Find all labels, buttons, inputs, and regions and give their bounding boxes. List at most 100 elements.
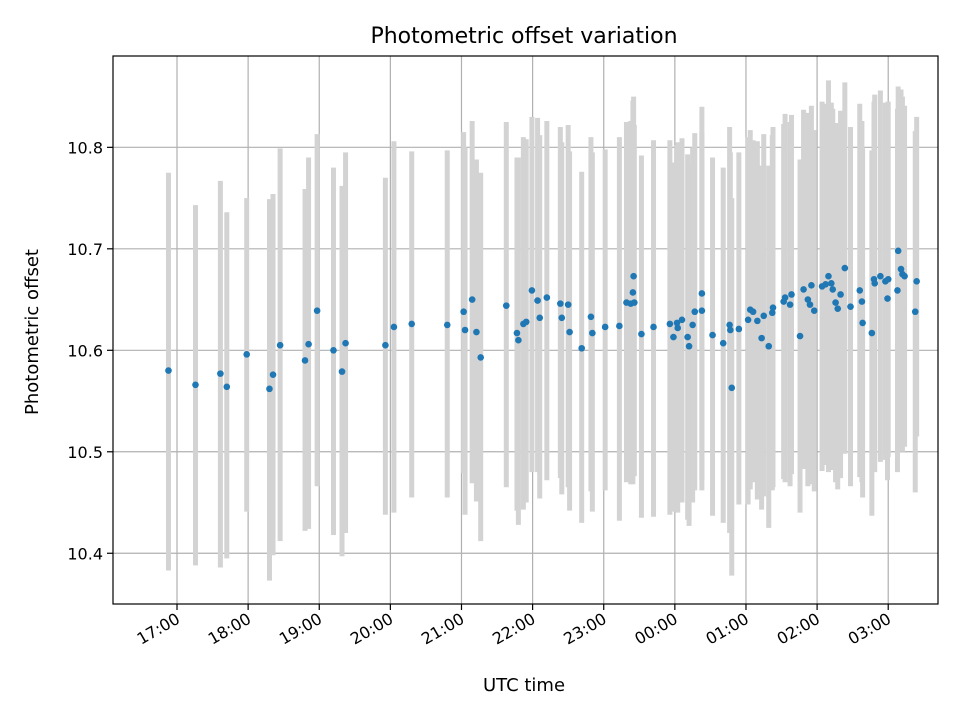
data-point [578,344,585,352]
data-point [829,286,837,293]
data-point [897,265,905,273]
data-point [858,298,866,305]
data-point [786,301,794,308]
data-point [670,333,677,341]
data-point [243,351,251,358]
data-point [678,316,686,324]
data-point [754,317,761,325]
data-point [868,329,876,337]
data-point [638,330,645,338]
data-point [630,272,637,280]
data-point [808,282,815,289]
y-tick-label: 10.7 [67,240,103,259]
data-point [338,368,346,375]
data-point [502,302,510,309]
data-point [735,325,743,333]
data-point [673,319,681,327]
plot-area: 17:00 18:00 19:00 20:00 21:00 22:00 23:00 00:00… [67,55,939,649]
y-tick-label: 10.6 [67,341,103,360]
data-point [877,272,884,280]
data-point [901,272,908,280]
data-point [461,326,469,334]
y-axis-label: Photometric offset [22,249,43,415]
data-point [698,307,706,315]
data-point [758,334,765,342]
data-point [800,286,807,293]
data-point [691,308,699,316]
data-point [631,299,638,306]
data-point [223,383,231,391]
data-point [305,340,312,348]
data-point [543,294,551,301]
data-point [301,357,309,364]
data-point [666,320,674,328]
data-point [825,272,832,280]
data-point [477,354,484,361]
data-point [709,331,716,339]
data-point [650,323,657,331]
data-point [522,318,530,326]
data-point [684,333,691,341]
chart-title: Photometric offset variation [370,24,677,49]
data-point [744,316,752,324]
data-point [558,314,566,322]
data-point [534,297,541,304]
data-point [913,277,920,285]
data-point [806,301,814,308]
data-point [536,314,544,322]
data-point [313,307,321,315]
data-point [276,341,284,349]
data-point [788,291,795,298]
data-point [765,342,773,350]
data-point [760,312,768,320]
data-point [810,307,818,315]
data-point [719,339,727,347]
data-point [443,321,451,329]
x-axis-label: UTC time [483,675,565,696]
data-point [330,346,337,354]
data-point [587,313,595,321]
data-point [841,264,849,272]
data-point [726,321,733,329]
y-tick-label: 10.5 [67,443,103,462]
data-point [689,321,696,329]
data-point [165,367,172,374]
data-point [564,301,572,308]
data-point [884,295,891,302]
data-point [382,341,389,349]
data-point [685,342,693,350]
y-tick-label: 10.8 [67,138,103,157]
data-point [217,370,224,377]
data-point [629,289,637,296]
data-point [557,300,564,307]
data-point [269,371,277,378]
data-point [804,296,812,303]
data-point [342,339,349,347]
data-point [822,281,829,288]
data-point [884,275,892,283]
data-point [837,291,844,298]
data-point [674,324,681,332]
data-point [266,385,273,393]
data-point [871,280,879,287]
data-point [911,308,919,316]
data-point [768,309,776,317]
data-point [781,294,789,301]
data-point [698,290,706,297]
data-point [749,308,757,316]
data-point [796,332,804,340]
data-point [727,326,734,334]
data-point [460,308,467,316]
y-tick-label: 10.4 [67,544,103,563]
data-point [601,323,609,331]
data-point [894,287,901,294]
data-point [769,304,777,311]
data-point [566,328,573,336]
data-point [616,322,623,330]
data-point [192,381,199,389]
data-point [847,303,854,310]
data-point [834,305,842,312]
data-point [828,280,835,287]
data-point [832,299,839,306]
